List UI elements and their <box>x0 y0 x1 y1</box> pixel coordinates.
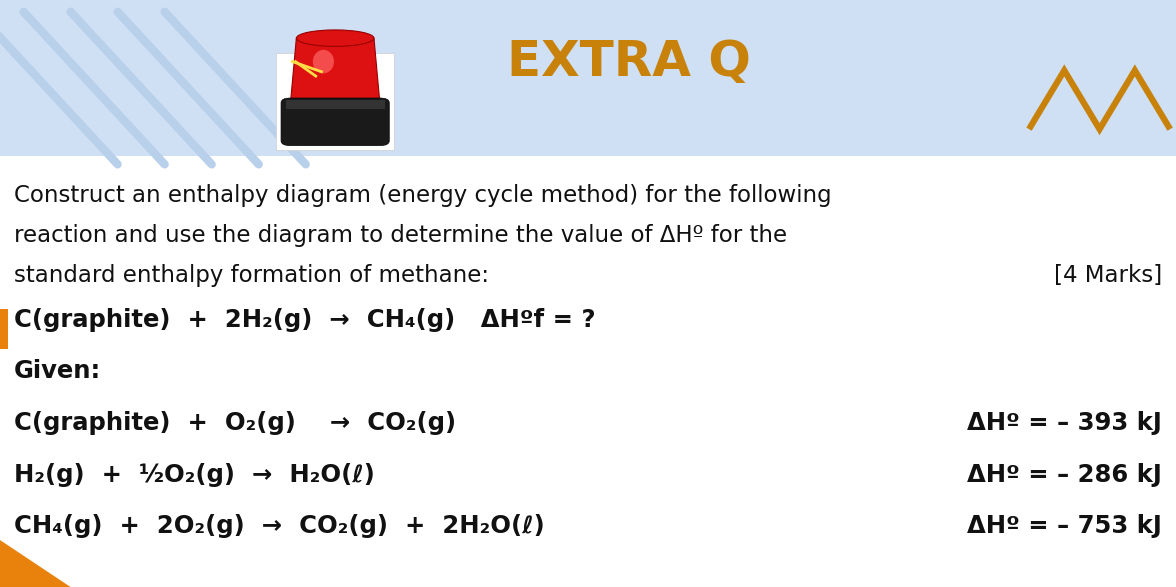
Ellipse shape <box>296 30 374 46</box>
Bar <box>0 156 1176 587</box>
Polygon shape <box>0 540 71 587</box>
Text: Construct an enthalpy diagram (energy cycle method) for the following: Construct an enthalpy diagram (energy cy… <box>14 184 831 207</box>
FancyBboxPatch shape <box>276 53 394 150</box>
Text: ΔHº = – 753 kJ: ΔHº = – 753 kJ <box>967 514 1162 538</box>
Text: C(graphite)  +  O₂(g)    →  CO₂(g): C(graphite) + O₂(g) → CO₂(g) <box>14 411 456 435</box>
Text: ΔHº = – 286 kJ: ΔHº = – 286 kJ <box>967 463 1162 487</box>
Text: CH₄(g)  +  2O₂(g)  →  CO₂(g)  +  2H₂O(ℓ): CH₄(g) + 2O₂(g) → CO₂(g) + 2H₂O(ℓ) <box>14 514 544 538</box>
Text: reaction and use the diagram to determine the value of ΔHº for the: reaction and use the diagram to determin… <box>14 224 787 247</box>
FancyBboxPatch shape <box>281 98 389 146</box>
FancyBboxPatch shape <box>286 100 385 109</box>
Text: EXTRA Q: EXTRA Q <box>507 38 751 86</box>
Text: standard enthalpy formation of methane:: standard enthalpy formation of methane: <box>14 264 489 286</box>
Ellipse shape <box>313 50 334 73</box>
Text: Given:: Given: <box>14 359 101 383</box>
Text: [4 Marks]: [4 Marks] <box>1054 264 1162 286</box>
Text: H₂(g)  +  ½O₂(g)  →  H₂O(ℓ): H₂(g) + ½O₂(g) → H₂O(ℓ) <box>14 463 375 487</box>
Text: ΔHº = – 393 kJ: ΔHº = – 393 kJ <box>967 411 1162 435</box>
Bar <box>0 309 8 349</box>
Polygon shape <box>290 38 380 103</box>
Text: C(graphite)  +  2H₂(g)  →  CH₄(g)   ΔHºf = ?: C(graphite) + 2H₂(g) → CH₄(g) ΔHºf = ? <box>14 308 596 332</box>
